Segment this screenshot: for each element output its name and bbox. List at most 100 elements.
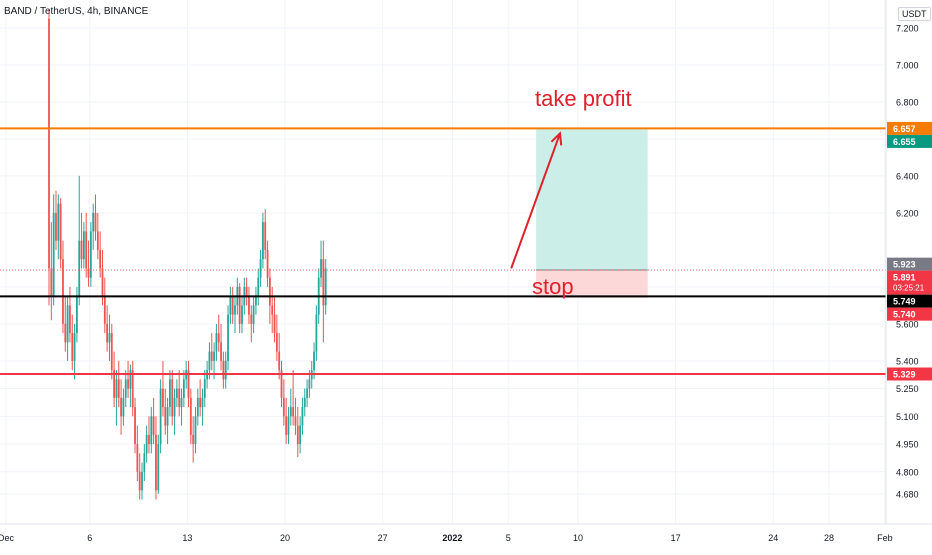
arrow-head <box>550 131 563 146</box>
candle <box>294 397 297 435</box>
stop-loss-zone <box>536 270 648 298</box>
candle <box>322 240 325 343</box>
candle-body <box>99 249 102 269</box>
candle-body <box>275 333 278 352</box>
candle <box>157 434 160 494</box>
price-label-bg <box>887 307 932 321</box>
candle-body <box>245 286 248 297</box>
price-label-text: 5.923 <box>893 260 916 270</box>
candle-body <box>199 397 202 408</box>
candle-body <box>257 277 260 297</box>
candle-body <box>266 249 269 278</box>
candle-body <box>62 259 64 324</box>
candle-body <box>296 425 299 445</box>
candle <box>59 198 62 269</box>
candle <box>82 222 85 269</box>
candle-body <box>238 286 241 324</box>
candle-body <box>303 397 306 408</box>
candle <box>108 314 111 361</box>
candle-body <box>241 305 243 324</box>
x-tick-label: Dec <box>0 533 14 543</box>
candle <box>315 305 318 361</box>
candle <box>159 379 162 454</box>
candle <box>94 194 97 241</box>
candle-body <box>220 342 222 361</box>
candle <box>266 240 269 287</box>
candle <box>143 444 146 482</box>
candle <box>155 416 157 500</box>
candle <box>210 333 213 371</box>
candle <box>76 286 78 343</box>
grid <box>0 0 886 524</box>
x-tick-label: 6 <box>87 533 92 543</box>
candle-body <box>85 231 88 269</box>
candle <box>169 370 171 417</box>
candle-body <box>315 314 318 352</box>
currency-badge[interactable]: USDT <box>898 7 931 21</box>
candle-body <box>308 379 311 389</box>
y-tick-label: 5.400 <box>896 356 919 366</box>
candle <box>150 407 153 454</box>
candle-body <box>280 370 283 398</box>
candle-body <box>273 314 276 334</box>
candle <box>122 388 125 426</box>
y-tick-label: 7.200 <box>896 24 919 34</box>
candle <box>124 370 127 408</box>
candle <box>152 397 155 445</box>
candle-body <box>150 416 153 445</box>
candle-body <box>52 212 55 297</box>
candle <box>148 416 150 454</box>
candle-body <box>164 407 167 426</box>
candle-body <box>194 416 197 445</box>
candle-body <box>162 388 164 408</box>
y-tick-label: 4.950 <box>896 440 919 450</box>
x-tick-label: Feb <box>877 533 893 543</box>
candle <box>320 240 322 287</box>
price-label-bg <box>887 294 932 308</box>
candle <box>103 277 106 334</box>
price-label: 6.655 <box>887 134 932 148</box>
y-tick-label: 6.800 <box>896 97 919 107</box>
candle-body <box>169 379 171 408</box>
candle <box>141 462 143 500</box>
candle-body <box>148 434 150 445</box>
candle-body <box>320 259 322 278</box>
candle <box>231 286 234 324</box>
candle-body <box>157 444 160 491</box>
candle <box>224 351 227 389</box>
candle-body <box>259 259 262 278</box>
candle-body <box>89 231 92 278</box>
candle <box>162 360 164 417</box>
candle-body <box>322 259 325 306</box>
candle <box>299 416 302 454</box>
price-label-text: 5.329 <box>893 369 916 379</box>
candle-body <box>301 407 304 426</box>
candle-body <box>115 379 118 398</box>
candle <box>66 296 69 361</box>
candle-body <box>59 203 62 260</box>
candle-body <box>78 240 81 297</box>
candle-body <box>48 18 50 269</box>
candle <box>127 360 129 398</box>
y-tick-label: 4.680 <box>896 490 919 500</box>
price-label-text: 5.891 <box>893 273 916 283</box>
candle-body <box>131 370 134 408</box>
candle-body <box>217 333 220 343</box>
candle <box>262 212 264 269</box>
y-tick-label: 7.000 <box>896 60 919 70</box>
candle <box>182 370 185 408</box>
candle-body <box>136 444 139 472</box>
candle <box>289 388 292 426</box>
candle-body <box>120 397 122 417</box>
take-profit-annotation: take profit <box>535 86 632 111</box>
candle-body <box>129 370 132 389</box>
candle <box>220 323 222 371</box>
candle-body <box>231 296 234 315</box>
candle <box>196 388 199 426</box>
position-zones <box>536 128 648 298</box>
candle <box>271 286 274 334</box>
candle-body <box>76 296 78 334</box>
candle-body <box>224 360 227 380</box>
take-profit-zone <box>536 128 648 271</box>
y-tick-label: 4.800 <box>896 467 919 477</box>
